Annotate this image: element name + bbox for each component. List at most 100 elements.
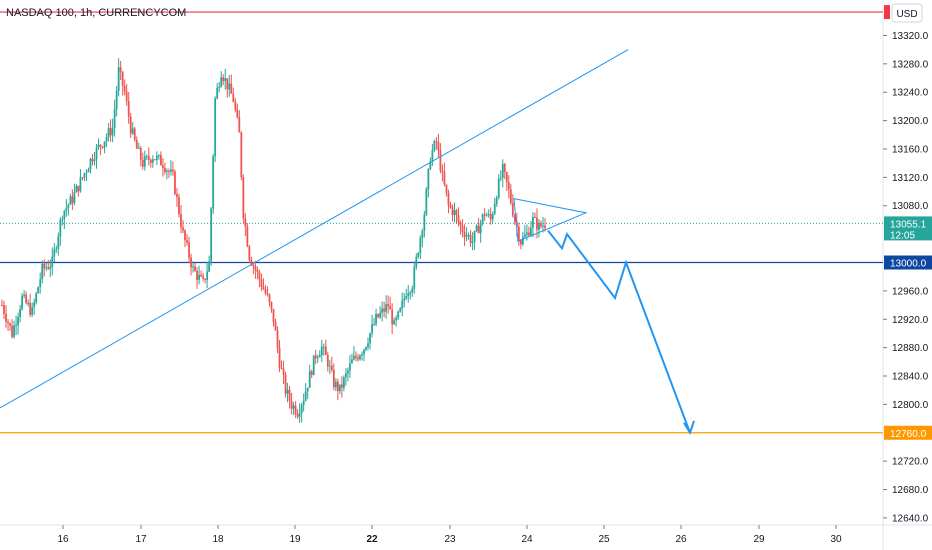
candle-body — [246, 226, 249, 247]
candle-body — [206, 271, 209, 280]
candle-body — [395, 317, 398, 321]
candle-body — [487, 214, 490, 216]
candle-body — [11, 325, 13, 337]
candle-body — [399, 308, 402, 312]
candle-body — [43, 263, 46, 269]
candle-body — [536, 217, 538, 230]
candle-body — [268, 294, 271, 303]
candle-body — [234, 101, 237, 110]
drawings[interactable] — [0, 49, 695, 436]
candle-body — [19, 309, 21, 318]
candle-body — [200, 274, 202, 277]
candle-body — [473, 230, 476, 242]
candle-body — [387, 304, 390, 307]
candle-body — [103, 141, 106, 148]
candle-body — [499, 177, 502, 179]
candle-body — [111, 127, 114, 136]
candle-body — [57, 236, 60, 249]
candle-body — [182, 227, 184, 231]
y-tick-label: 13200.0 — [892, 116, 929, 127]
candle-body — [351, 359, 353, 364]
candle-body — [151, 159, 154, 163]
price-tags: 13055.112:05 13000.0 12760.0 — [884, 5, 932, 440]
price-axis[interactable]: 13320.0 13280.0 13240.0 13200.0 13160.0 13120… — [883, 31, 929, 524]
candle-body — [17, 317, 19, 326]
candle-body — [117, 67, 120, 91]
y-tick-label: 13160.0 — [892, 144, 929, 155]
candle-body — [322, 346, 325, 348]
candle-body — [316, 357, 319, 359]
candle-body — [1, 305, 3, 307]
candle-body — [363, 349, 365, 355]
candle-body — [425, 189, 428, 215]
time-axis[interactable]: 16 17 18 19 22 23 24 25 26 29 30 — [57, 525, 842, 545]
candle-body — [495, 197, 498, 205]
candle-body — [379, 312, 381, 318]
candle-body — [501, 164, 504, 178]
candle-body — [290, 400, 293, 409]
usd-button[interactable]: USD — [891, 3, 923, 23]
candle-body — [391, 309, 394, 325]
candle-body — [25, 294, 28, 304]
candle-body — [431, 150, 434, 162]
candle-body — [218, 86, 221, 88]
candle-body — [95, 147, 98, 160]
candle-body — [143, 156, 146, 167]
candle-body — [367, 343, 369, 348]
y-tick-label: 13080.0 — [892, 201, 929, 212]
level-12760-tag — [884, 425, 932, 440]
x-tick-label: 26 — [675, 534, 687, 545]
candle-body — [300, 405, 303, 414]
candle-body — [3, 305, 5, 315]
candle-body — [415, 256, 418, 267]
triangle-pattern[interactable] — [513, 198, 588, 242]
x-tick-label: 22 — [366, 534, 378, 545]
candle-body — [429, 161, 432, 169]
candle-body — [149, 159, 152, 163]
candle-body — [272, 308, 275, 323]
level-13000-tag-text: 13000.0 — [890, 259, 927, 270]
candle-body — [332, 370, 335, 388]
candle-body — [109, 128, 112, 136]
candle-body — [147, 156, 150, 160]
projection-path[interactable] — [547, 229, 691, 434]
chart-title: NASDAQ 100, 1h, CURRENCYCOM — [6, 7, 187, 19]
candle-body — [509, 189, 512, 203]
candle-body — [210, 208, 213, 262]
candle-body — [222, 77, 225, 81]
y-tick-label: 13280.0 — [892, 59, 929, 70]
candle-body — [61, 219, 64, 221]
candle-body — [5, 314, 7, 322]
trendline[interactable] — [0, 49, 629, 409]
candle-body — [73, 192, 76, 204]
candle-body — [349, 363, 351, 371]
candle-body — [194, 266, 196, 272]
candle-body — [53, 249, 56, 257]
candle-body — [507, 182, 510, 190]
candle-body — [276, 330, 279, 348]
candle-body — [530, 227, 532, 236]
candle-body — [75, 185, 78, 193]
candle-body — [465, 235, 468, 237]
candle-body — [89, 158, 92, 170]
candle-body — [51, 256, 54, 267]
candle-body — [208, 261, 211, 272]
candle-body — [385, 304, 388, 312]
candle-body — [483, 214, 486, 216]
candle-body — [174, 171, 176, 195]
candle-body — [71, 196, 74, 204]
y-tick-label: 13120.0 — [892, 173, 929, 184]
candle-body — [13, 325, 15, 337]
candle-body — [35, 293, 38, 303]
candle-body — [27, 303, 30, 305]
horizontal-levels — [0, 11, 883, 434]
candle-body — [292, 405, 295, 409]
candle-body — [328, 365, 331, 367]
candle-body — [298, 413, 301, 417]
candle-body — [445, 184, 448, 194]
candle-body — [47, 267, 50, 269]
candle-body — [252, 265, 255, 267]
y-tick-label: 12640.0 — [892, 513, 929, 524]
